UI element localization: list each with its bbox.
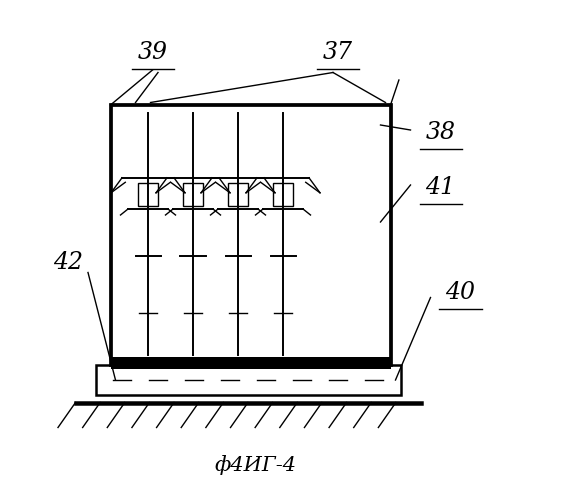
- Text: 40: 40: [446, 281, 475, 304]
- Text: 39: 39: [138, 41, 168, 64]
- Bar: [95, 365, 400, 395]
- Text: 42: 42: [53, 251, 83, 274]
- Text: 37: 37: [323, 41, 353, 64]
- Text: ф4ИГ-4: ф4ИГ-4: [214, 455, 296, 475]
- Bar: [273, 183, 293, 206]
- Bar: [228, 183, 248, 206]
- Text: 38: 38: [425, 121, 456, 144]
- Text: 41: 41: [425, 176, 456, 199]
- Bar: [138, 183, 158, 206]
- Bar: [183, 183, 203, 206]
- Bar: [110, 356, 390, 369]
- Bar: [110, 105, 390, 365]
